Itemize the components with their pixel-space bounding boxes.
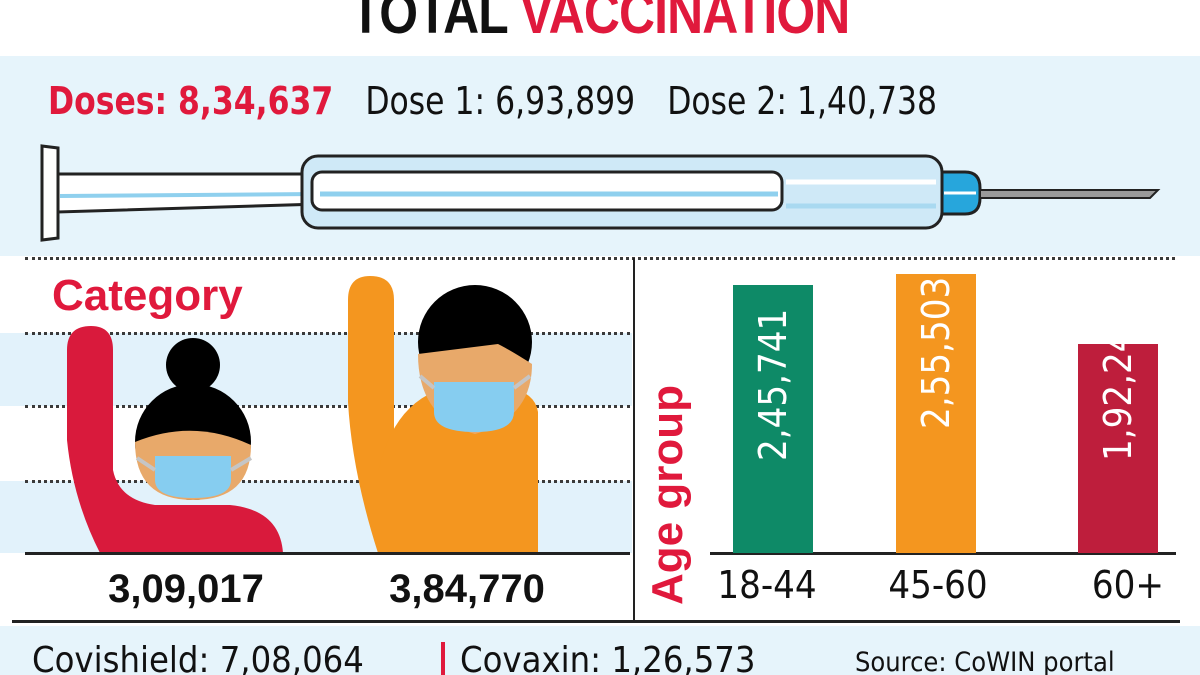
gridline [25,480,630,483]
category-value-women: 3,09,017 [108,567,264,611]
bar-value-60-plus: 1,92,248 [1096,308,1140,461]
panel-divider [633,258,635,623]
dotted-divider [25,257,1175,260]
category-baseline [25,552,630,555]
category-title: Category [52,271,243,320]
covishield-count: Covishield: 7,08,064 [32,640,364,675]
age-tick-18-44: 18-44 [717,563,817,607]
bar-value-45-60: 2,55,503 [914,276,958,429]
bar-18-44: 2,45,741 [733,285,813,553]
woman-figure-icon [67,326,283,553]
dose2-count: Dose 2: 1,40,738 [667,79,938,123]
gridline [25,332,630,335]
age-baseline [710,552,1176,555]
footer-separator [441,642,445,675]
dose1-count: Dose 1: 6,93,899 [365,79,636,123]
bar-60-plus: 1,92,248 [1078,309,1158,553]
total-doses: Doses: 8,34,637 [48,79,334,123]
age-tick-45-60: 45-60 [888,563,988,607]
category-value-men: 3,84,770 [389,567,545,611]
man-figure-icon [348,276,538,553]
bar-value-18-44: 2,45,741 [751,308,795,461]
bottom-rule [12,620,1180,623]
gridline [25,405,630,408]
title-part-total: TOTAL [350,0,508,46]
syringe-icon [40,144,1161,242]
footer-band [0,626,1200,675]
doses-summary: Doses: 8,34,637 Dose 1: 6,93,899 Dose 2:… [48,78,937,124]
bar-45-60: 2,55,503 [896,274,976,553]
page-title: TOTAL VACCINATION [84,0,1116,44]
title-part-vaccination: VACCINATION [519,0,850,46]
source-note: Source: CoWIN portal [855,647,1115,675]
covaxin-count: Covaxin: 1,26,573 [460,640,756,675]
age-tick-60-plus: 60+ [1091,563,1165,607]
age-group-label: Age group [643,385,692,605]
